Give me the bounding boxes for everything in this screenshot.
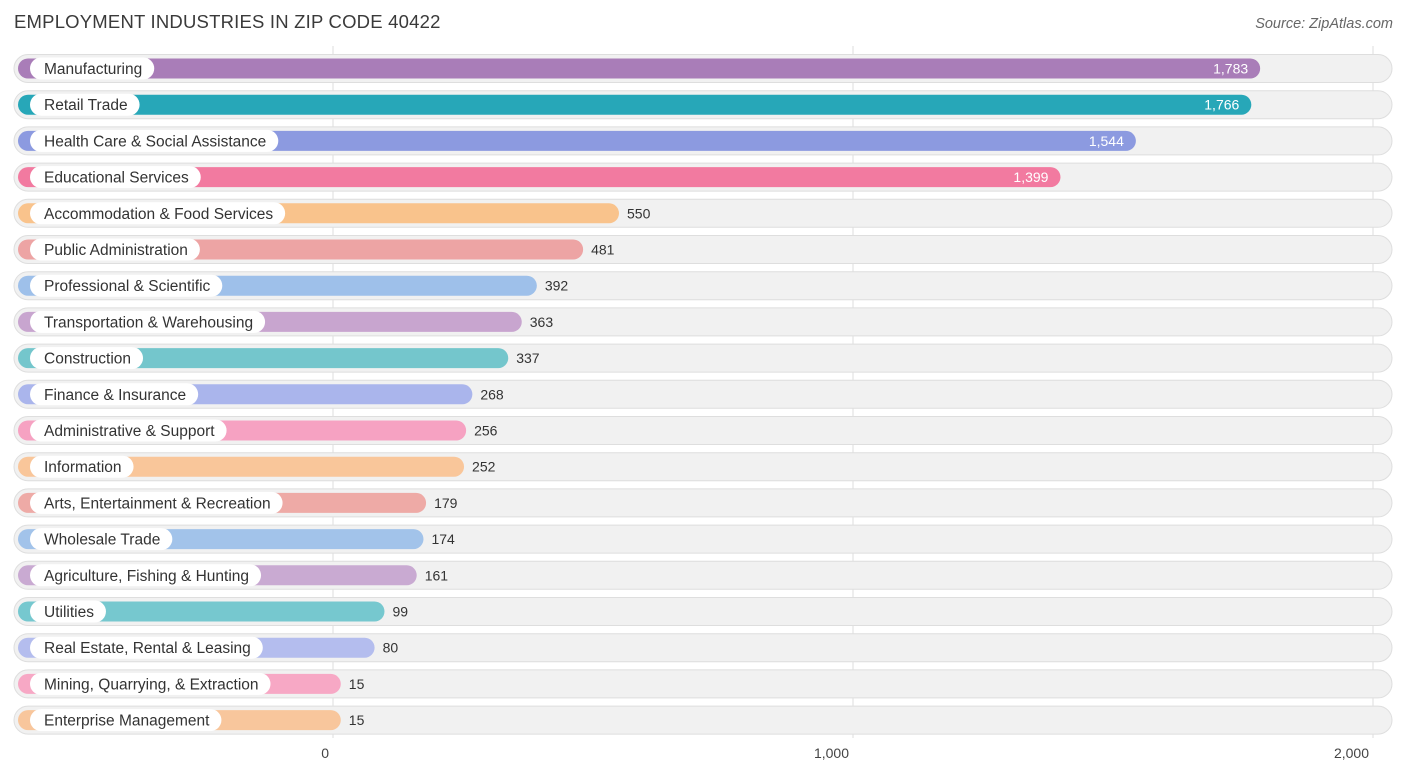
bar: [18, 94, 1252, 115]
x-tick-label: 0: [321, 745, 329, 761]
value-label: 15: [349, 712, 365, 728]
bar-row: Mining, Quarrying, & Extraction 15: [13, 669, 1393, 699]
bar-row: Retail Trade 1,766: [13, 90, 1393, 120]
category-label-bg: [30, 600, 106, 623]
value-label: 268: [480, 386, 504, 402]
value-label: 1,766: [1204, 97, 1239, 113]
bar-row: Finance & Insurance 268: [13, 379, 1393, 409]
value-label: 99: [392, 604, 408, 620]
category-label-bg: [30, 347, 144, 370]
bar-row: Transportation & Warehousing 363: [13, 307, 1393, 337]
category-label: Health Care & Social Assistance: [44, 133, 266, 150]
category-label: Professional & Scientific: [44, 278, 211, 295]
bar-row: Enterprise Management 15: [13, 705, 1393, 735]
bar-row: Information 252: [13, 452, 1393, 482]
bar-track: [13, 669, 1393, 699]
category-label: Enterprise Management: [44, 713, 210, 730]
bar: [18, 601, 385, 622]
value-label: 15: [349, 676, 365, 692]
value-label: 161: [425, 567, 449, 583]
category-label: Real Estate, Rental & Leasing: [44, 640, 251, 657]
value-label: 363: [530, 314, 554, 330]
category-label: Utilities: [44, 604, 94, 621]
bar-row: Wholesale Trade 174: [13, 524, 1393, 554]
value-label: 256: [474, 423, 498, 439]
category-label-bg: [30, 709, 222, 732]
bar-row: Manufacturing 1,783: [13, 54, 1393, 83]
value-label: 179: [434, 495, 458, 511]
category-label-bg: [30, 238, 200, 261]
category-label: Arts, Entertainment & Recreation: [44, 495, 271, 512]
category-label: Manufacturing: [44, 61, 142, 78]
category-label: Accommodation & Food Services: [44, 206, 273, 223]
category-label: Construction: [44, 351, 131, 368]
category-label-bg: [30, 528, 173, 551]
category-label-bg: [30, 419, 227, 442]
bar-row: Real Estate, Rental & Leasing 80: [13, 633, 1393, 663]
chart-source: Source: ZipAtlas.com: [1255, 16, 1393, 32]
bar-row: Administrative & Support 256: [13, 416, 1393, 445]
category-label-bg: [30, 129, 279, 152]
category-label-bg: [30, 310, 266, 333]
value-label: 337: [516, 350, 540, 366]
x-tick-label: 1,000: [814, 745, 849, 761]
bar: [18, 130, 1136, 151]
category-label-bg: [30, 672, 271, 695]
bar-row: Health Care & Social Assistance 1,544: [13, 126, 1393, 156]
category-label: Finance & Insurance: [44, 387, 186, 404]
category-label-bg: [30, 57, 155, 80]
category-label: Retail Trade: [44, 97, 128, 114]
bar: [18, 58, 1261, 79]
value-label: 174: [431, 531, 455, 547]
chart-title: EMPLOYMENT INDUSTRIES IN ZIP CODE 40422: [14, 11, 441, 32]
x-tick-label: 2,000: [1334, 745, 1369, 761]
bar-row: Agriculture, Fishing & Hunting 161: [13, 560, 1393, 590]
category-label: Information: [44, 459, 122, 476]
category-label: Transportation & Warehousing: [44, 314, 253, 331]
category-label-bg: [30, 491, 283, 514]
bar-row: Professional & Scientific 392: [13, 271, 1393, 301]
category-label-bg: [30, 564, 262, 587]
bar-row: Construction 337: [13, 343, 1393, 373]
category-label: Educational Services: [44, 170, 189, 187]
category-label-bg: [30, 383, 199, 406]
bar-row: Accommodation & Food Services 550: [13, 198, 1393, 228]
value-label: 1,399: [1013, 169, 1048, 185]
value-label: 392: [545, 278, 569, 294]
value-label: 1,544: [1089, 133, 1124, 149]
category-label-bg: [30, 455, 134, 478]
category-label-bg: [30, 93, 140, 116]
category-label: Administrative & Support: [44, 423, 215, 440]
value-label: 80: [383, 640, 399, 656]
value-label: 550: [627, 205, 651, 221]
category-label: Mining, Quarrying, & Extraction: [44, 676, 259, 693]
bar-row: Public Administration 481: [13, 235, 1393, 264]
value-label: 1,783: [1213, 61, 1248, 77]
category-label: Agriculture, Fishing & Hunting: [44, 568, 249, 585]
value-label: 252: [472, 459, 496, 475]
category-label-bg: [30, 202, 286, 225]
bar-row: Utilities 99: [13, 597, 1393, 626]
category-label-bg: [30, 274, 223, 297]
category-label-bg: [30, 636, 263, 659]
value-label: 481: [591, 242, 615, 258]
bar: [18, 167, 1061, 188]
bar-track: [13, 705, 1393, 735]
category-label: Public Administration: [44, 242, 188, 259]
bar-row: Educational Services 1,399: [13, 162, 1393, 192]
bar-row: Arts, Entertainment & Recreation 179: [13, 488, 1393, 518]
category-label-bg: [30, 166, 201, 189]
category-label: Wholesale Trade: [44, 532, 160, 549]
